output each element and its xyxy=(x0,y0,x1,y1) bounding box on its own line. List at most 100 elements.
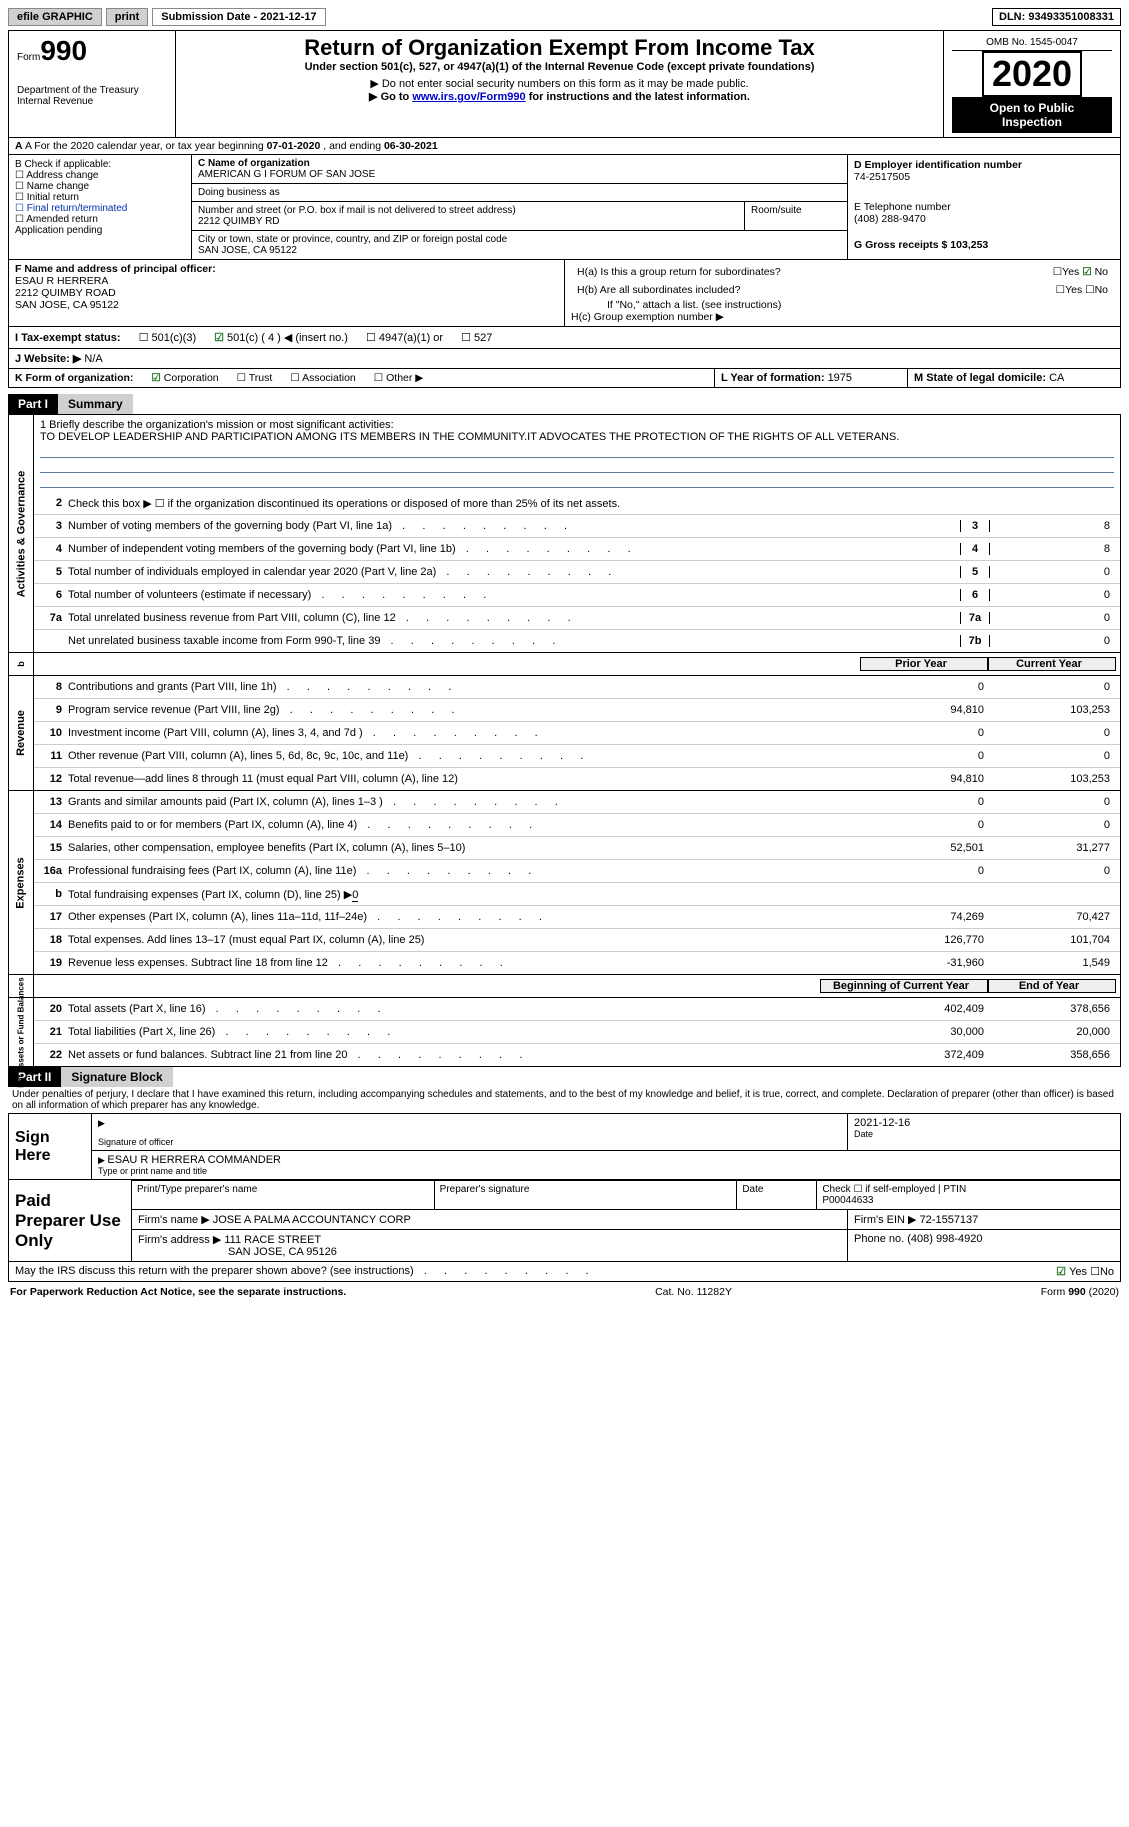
row-i-tax-status: I Tax-exempt status: 501(c)(3) 501(c) ( … xyxy=(8,327,1121,349)
line-5-val: 0 xyxy=(990,566,1116,578)
line-21-boy: 30,000 xyxy=(824,1026,990,1038)
line-16b: Total fundraising expenses (Part IX, col… xyxy=(68,888,864,901)
line-15-prior: 52,501 xyxy=(864,842,990,854)
chk-address-change[interactable]: Address change xyxy=(15,170,185,181)
officer-name: ESAU R HERRERA COMMANDER xyxy=(98,1154,1114,1166)
firm-ein-cell: Firm's EIN ▶ 72-1557137 xyxy=(848,1210,1120,1229)
chk-trust[interactable]: Trust xyxy=(237,372,273,384)
row-m-state: M State of legal domicile: CA xyxy=(908,369,1120,387)
line-2: Check this box ▶ ☐ if the organization d… xyxy=(68,497,1116,510)
form-header: Form990 Department of the Treasury Inter… xyxy=(8,30,1121,138)
chk-501c3[interactable]: 501(c)(3) xyxy=(139,331,197,344)
line-16a-prior: 0 xyxy=(864,865,990,877)
phone-value: (408) 288-9470 xyxy=(854,213,1114,225)
h-b-note: If "No," attach a list. (see instruction… xyxy=(571,299,1114,311)
h-b-answer[interactable]: ☐Yes ☐No xyxy=(982,281,1114,299)
prep-name-label: Print/Type preparer's name xyxy=(132,1181,435,1210)
line-21-eoy: 20,000 xyxy=(990,1026,1116,1038)
governance-section: Activities & Governance 1 Briefly descri… xyxy=(8,414,1121,653)
section-b-c-d: B Check if applicable: Address change Na… xyxy=(8,155,1121,260)
subtitle-3: ▶ Go to www.irs.gov/Form990 for instruct… xyxy=(184,90,935,103)
side-governance: Activities & Governance xyxy=(15,470,27,597)
irs-link[interactable]: www.irs.gov/Form990 xyxy=(412,91,525,103)
row-k-label: K Form of organization: xyxy=(15,372,133,384)
boy-eoy-header: Beginning of Current Year End of Year xyxy=(8,975,1121,998)
chk-4947[interactable]: 4947(a)(1) or xyxy=(366,331,443,344)
line-13-prior: 0 xyxy=(864,796,990,808)
footer-right: Form 990 (2020) xyxy=(1041,1286,1119,1298)
box-c-label: C Name of organization xyxy=(198,158,310,169)
line-3-val: 8 xyxy=(990,520,1116,532)
org-name: AMERICAN G I FORUM OF SAN JOSE xyxy=(198,169,375,180)
line-9: Program service revenue (Part VIII, line… xyxy=(68,704,864,716)
row-k-l-m: K Form of organization: Corporation Trus… xyxy=(8,369,1121,388)
eoy-header: End of Year xyxy=(988,979,1116,993)
chk-corporation[interactable]: Corporation xyxy=(151,372,218,384)
signature-label: Signature of officer xyxy=(98,1137,841,1147)
line-14-curr: 0 xyxy=(990,819,1116,831)
line-20: Total assets (Part X, line 16) xyxy=(68,1003,824,1015)
line-7a-val: 0 xyxy=(990,612,1116,624)
date-label: Date xyxy=(854,1129,1114,1139)
line-22: Net assets or fund balances. Subtract li… xyxy=(68,1049,824,1061)
line-20-eoy: 378,656 xyxy=(990,1003,1116,1015)
net-assets-section: Net Assets or Fund Balances 20Total asse… xyxy=(8,998,1121,1067)
row-j-website: J Website: ▶ N/A xyxy=(8,349,1121,369)
discuss-answer[interactable]: Yes ☐No xyxy=(1056,1265,1114,1278)
submission-date-label: Submission Date - 2021-12-17 xyxy=(152,8,325,26)
addr-label: Number and street (or P.O. box if mail i… xyxy=(198,205,516,216)
part-1-header: Part ISummary xyxy=(8,394,1121,414)
chk-association[interactable]: Association xyxy=(290,372,355,384)
efile-graphic-button[interactable]: efile GRAPHIC xyxy=(8,8,102,26)
prior-year-header: Prior Year xyxy=(860,657,988,671)
line-18: Total expenses. Add lines 13–17 (must eq… xyxy=(68,934,864,946)
chk-final-return[interactable]: Final return/terminated xyxy=(15,203,185,214)
line-4-val: 8 xyxy=(990,543,1116,555)
line-12: Total revenue—add lines 8 through 11 (mu… xyxy=(68,773,864,785)
row-i-label: I Tax-exempt status: xyxy=(15,332,121,344)
line-22-boy: 372,409 xyxy=(824,1049,990,1061)
line-12-prior: 94,810 xyxy=(864,773,990,785)
box-h: H(a) Is this a group return for subordin… xyxy=(565,260,1120,326)
line-19-prior: -31,960 xyxy=(864,957,990,969)
box-g: G Gross receipts $ 103,253 xyxy=(854,239,1114,251)
line-16a-curr: 0 xyxy=(990,865,1116,877)
line-6-val: 0 xyxy=(990,589,1116,601)
chk-527[interactable]: 527 xyxy=(461,331,492,344)
line-19-curr: 1,549 xyxy=(990,957,1116,969)
part-2-header: Part IISignature Block xyxy=(8,1067,1121,1087)
line-20-boy: 402,409 xyxy=(824,1003,990,1015)
ein-value: 74-2517505 xyxy=(854,171,1114,183)
boy-header: Beginning of Current Year xyxy=(820,979,988,993)
line-17-curr: 70,427 xyxy=(990,911,1116,923)
chk-501c4[interactable]: 501(c) ( 4 ) ◀ (insert no.) xyxy=(214,331,348,344)
print-button[interactable]: print xyxy=(106,8,148,26)
tax-year: 2020 xyxy=(982,51,1082,97)
h-a-answer[interactable]: ☐Yes No xyxy=(982,263,1114,281)
row-a-tax-year: A A For the 2020 calendar year, or tax y… xyxy=(8,138,1121,155)
dept-treasury: Department of the Treasury xyxy=(17,85,167,96)
chk-name-change[interactable]: Name change xyxy=(15,181,185,192)
line-19: Revenue less expenses. Subtract line 18 … xyxy=(68,957,864,969)
line-7b: Net unrelated business taxable income fr… xyxy=(68,635,960,647)
h-b-label: H(b) Are all subordinates included? xyxy=(571,281,982,299)
section-f-h: F Name and address of principal officer:… xyxy=(8,260,1121,327)
chk-amended-return[interactable]: Amended return xyxy=(15,214,185,225)
chk-application-pending[interactable]: Application pending xyxy=(15,225,185,236)
paid-preparer-block: Paid Preparer Use Only Print/Type prepar… xyxy=(8,1180,1121,1262)
top-toolbar: efile GRAPHIC print Submission Date - 20… xyxy=(8,8,1121,26)
sign-here-block: Sign Here Signature of officer 2021-12-1… xyxy=(8,1113,1121,1180)
org-address: 2212 QUIMBY RD xyxy=(198,216,280,227)
line-10: Investment income (Part VIII, column (A)… xyxy=(68,727,864,739)
footer-mid: Cat. No. 11282Y xyxy=(655,1286,732,1298)
subtitle-1: Under section 501(c), 527, or 4947(a)(1)… xyxy=(184,61,935,73)
chk-other[interactable]: Other ▶ xyxy=(374,372,424,384)
chk-initial-return[interactable]: Initial return xyxy=(15,192,185,203)
revenue-section: Revenue 8Contributions and grants (Part … xyxy=(8,676,1121,791)
line-7a: Total unrelated business revenue from Pa… xyxy=(68,612,960,624)
omb-number: OMB No. 1545-0047 xyxy=(952,35,1112,51)
expenses-section: Expenses 13Grants and similar amounts pa… xyxy=(8,791,1121,975)
line-17: Other expenses (Part IX, column (A), lin… xyxy=(68,911,864,923)
prep-date-label: Date xyxy=(737,1181,817,1210)
line-16a: Professional fundraising fees (Part IX, … xyxy=(68,865,864,877)
